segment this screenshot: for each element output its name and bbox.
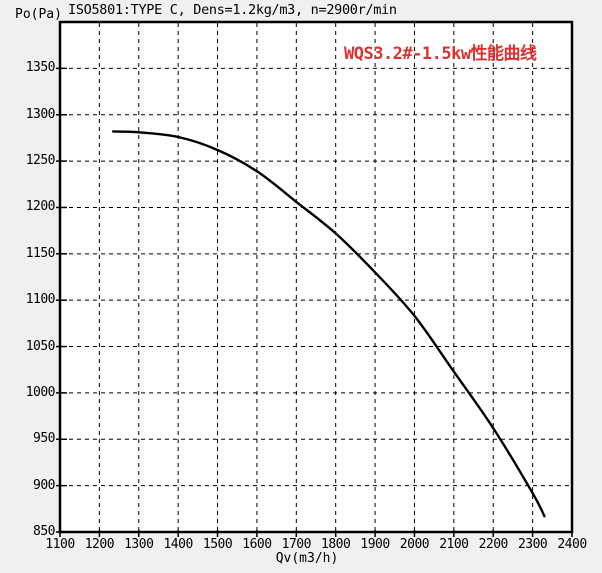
x-tick-label: 1300	[124, 537, 154, 552]
x-tick-label: 2200	[478, 537, 509, 552]
x-tick-label: 1800	[321, 537, 351, 552]
performance-curve	[112, 130, 546, 518]
x-tick-label: 1400	[163, 537, 193, 552]
y-tick-label: 1350	[25, 60, 56, 76]
y-tick-label: 1050	[25, 338, 56, 354]
x-tick-label: 1700	[281, 537, 312, 552]
y-tick-label: 1150	[25, 245, 56, 261]
x-tick-label: 2400	[557, 537, 587, 552]
y-tick-label: 1000	[25, 384, 56, 400]
y-tick-label: 1250	[25, 153, 56, 169]
test-standard-note: ISO5801:TYPE C, Dens=1.2kg/m3, n=2900r/m…	[68, 2, 397, 18]
y-tick-label: 900	[33, 477, 55, 493]
y-tick-label: 1200	[25, 199, 56, 215]
x-tick-label: 1900	[360, 537, 390, 552]
y-tick-label: 950	[33, 431, 55, 447]
x-tick-label: 2100	[439, 537, 469, 552]
chart-title: WQS3.2#-1.5kw性能曲线	[344, 44, 537, 64]
y-tick-label: 1100	[25, 292, 56, 308]
x-tick-label: 1100	[45, 537, 75, 552]
x-tick-label: 1500	[202, 537, 233, 552]
y-tick-label: 850	[33, 524, 55, 539]
plot-area	[56, 20, 574, 537]
x-axis-label: Qv(m3/h)	[275, 551, 339, 566]
plot-frame	[58, 20, 574, 534]
x-tick-label: 2300	[517, 537, 548, 552]
y-tick-label: 1300	[25, 106, 56, 122]
x-tick-label: 2000	[399, 537, 430, 552]
x-tick-label: 1200	[84, 537, 115, 552]
x-tick-label: 1600	[242, 537, 272, 552]
y-axis-label: Po(Pa)	[15, 7, 62, 22]
